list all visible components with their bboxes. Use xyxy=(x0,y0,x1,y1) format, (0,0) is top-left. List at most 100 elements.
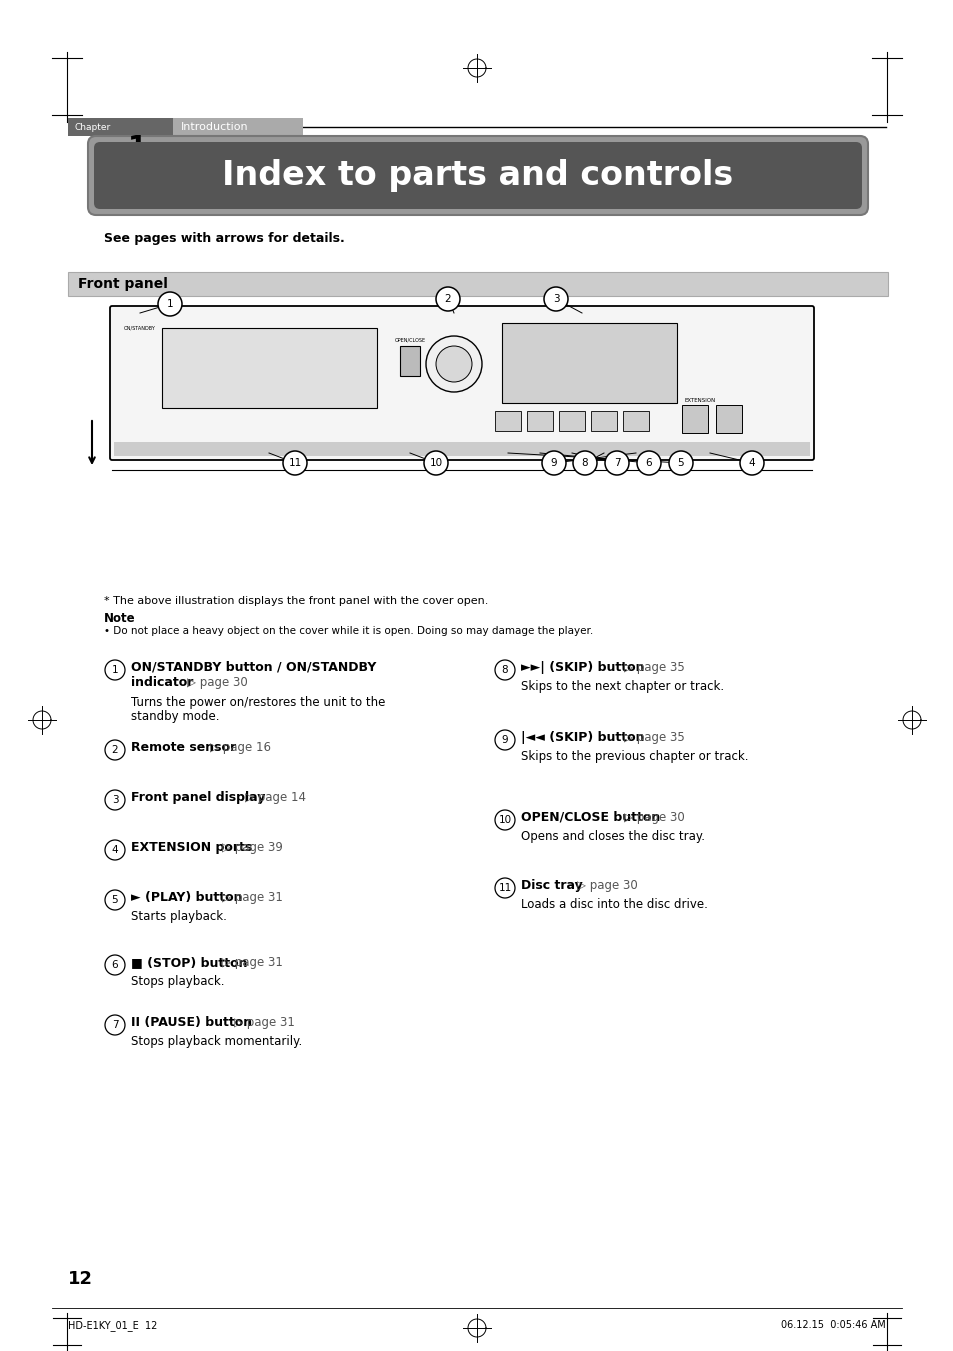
Circle shape xyxy=(105,955,125,975)
Circle shape xyxy=(283,451,307,476)
Text: 9: 9 xyxy=(501,735,508,744)
Text: ▷ page 14: ▷ page 14 xyxy=(245,790,306,804)
Circle shape xyxy=(423,451,448,476)
Circle shape xyxy=(105,740,125,761)
Text: ▷ page 30: ▷ page 30 xyxy=(187,676,248,689)
Text: 7: 7 xyxy=(613,458,619,467)
Text: ■ (STOP) button: ■ (STOP) button xyxy=(131,957,247,969)
Text: Front panel: Front panel xyxy=(78,277,168,290)
Text: 10: 10 xyxy=(497,815,511,825)
Circle shape xyxy=(105,840,125,861)
Bar xyxy=(622,411,648,431)
Text: ON/STANDBY: ON/STANDBY xyxy=(124,326,155,331)
Text: 1: 1 xyxy=(167,299,173,309)
Text: 1: 1 xyxy=(112,665,118,676)
Text: Disc tray: Disc tray xyxy=(520,880,582,892)
Circle shape xyxy=(637,451,660,476)
Circle shape xyxy=(543,286,567,311)
Circle shape xyxy=(573,451,597,476)
Text: indicator: indicator xyxy=(131,676,193,689)
Text: Note: Note xyxy=(104,612,135,626)
Text: 9: 9 xyxy=(550,458,557,467)
Text: II (PAUSE) button: II (PAUSE) button xyxy=(131,1016,252,1029)
Text: * The above illustration displays the front panel with the cover open.: * The above illustration displays the fr… xyxy=(104,596,488,607)
Bar xyxy=(526,411,553,431)
Text: 7: 7 xyxy=(112,1020,118,1029)
Text: ▷ page 35: ▷ page 35 xyxy=(623,731,683,744)
Circle shape xyxy=(105,661,125,680)
Bar xyxy=(399,346,419,376)
Circle shape xyxy=(158,292,182,316)
Circle shape xyxy=(495,811,515,830)
Text: |◄◄ (SKIP) button: |◄◄ (SKIP) button xyxy=(520,731,644,744)
Bar xyxy=(495,411,520,431)
Text: 11: 11 xyxy=(288,458,301,467)
Text: 6: 6 xyxy=(645,458,652,467)
Text: Front panel display: Front panel display xyxy=(131,790,265,804)
Text: EXTENSION: EXTENSION xyxy=(683,399,715,403)
Text: 11: 11 xyxy=(497,884,511,893)
Bar xyxy=(681,405,707,434)
Text: 5: 5 xyxy=(677,458,683,467)
Text: 2: 2 xyxy=(444,295,451,304)
Bar xyxy=(172,118,303,136)
Text: 3: 3 xyxy=(112,794,118,805)
Text: Stops playback.: Stops playback. xyxy=(131,975,224,988)
Text: ▷ page 31: ▷ page 31 xyxy=(222,957,283,969)
Circle shape xyxy=(105,1015,125,1035)
Circle shape xyxy=(105,890,125,911)
Circle shape xyxy=(541,451,565,476)
Bar xyxy=(113,442,809,457)
Text: ▷ page 39: ▷ page 39 xyxy=(222,842,283,854)
Bar xyxy=(590,411,617,431)
Text: 1: 1 xyxy=(128,134,147,162)
Text: 4: 4 xyxy=(112,844,118,855)
Bar xyxy=(558,411,584,431)
Circle shape xyxy=(668,451,692,476)
Text: Index to parts and controls: Index to parts and controls xyxy=(222,159,733,192)
Text: ► (PLAY) button: ► (PLAY) button xyxy=(131,892,242,904)
Text: Starts playback.: Starts playback. xyxy=(131,911,227,923)
Text: 10: 10 xyxy=(429,458,442,467)
Text: ▷ page 30: ▷ page 30 xyxy=(623,811,683,824)
Circle shape xyxy=(426,336,481,392)
Text: ▷ page 16: ▷ page 16 xyxy=(211,740,271,754)
Text: 3: 3 xyxy=(552,295,558,304)
Text: Skips to the previous chapter or track.: Skips to the previous chapter or track. xyxy=(520,750,748,763)
Text: Stops playback momentarily.: Stops playback momentarily. xyxy=(131,1035,302,1048)
Text: ►►| (SKIP) button: ►►| (SKIP) button xyxy=(520,661,644,674)
Circle shape xyxy=(495,730,515,750)
Circle shape xyxy=(495,661,515,680)
Text: Turns the power on/restores the unit to the: Turns the power on/restores the unit to … xyxy=(131,696,385,709)
Bar xyxy=(68,272,887,296)
Text: 4: 4 xyxy=(748,458,755,467)
Text: ▷ page 30: ▷ page 30 xyxy=(577,880,638,892)
Bar xyxy=(501,323,677,403)
Text: 12: 12 xyxy=(68,1270,92,1288)
Circle shape xyxy=(436,346,472,382)
Bar xyxy=(68,118,172,136)
Text: ▷ page 31: ▷ page 31 xyxy=(233,1016,294,1029)
Text: Introduction: Introduction xyxy=(181,122,249,132)
Bar xyxy=(162,328,376,408)
Text: Loads a disc into the disc drive.: Loads a disc into the disc drive. xyxy=(520,898,707,911)
Text: Chapter: Chapter xyxy=(75,123,112,131)
Text: 06.12.15  0:05:46 AM: 06.12.15 0:05:46 AM xyxy=(781,1320,885,1329)
Text: ▷ page 35: ▷ page 35 xyxy=(623,661,683,674)
Text: 6: 6 xyxy=(112,961,118,970)
Circle shape xyxy=(105,790,125,811)
Text: Skips to the next chapter or track.: Skips to the next chapter or track. xyxy=(520,680,723,693)
Bar xyxy=(716,405,741,434)
Circle shape xyxy=(495,878,515,898)
Text: EXTENSION ports: EXTENSION ports xyxy=(131,842,252,854)
Text: OPEN/CLOSE: OPEN/CLOSE xyxy=(394,336,425,342)
Text: 8: 8 xyxy=(581,458,588,467)
Text: OPEN/CLOSE button: OPEN/CLOSE button xyxy=(520,811,659,824)
Text: HD-E1KY_01_E  12: HD-E1KY_01_E 12 xyxy=(68,1320,157,1331)
Text: Remote sensor: Remote sensor xyxy=(131,740,236,754)
Text: ▷ page 31: ▷ page 31 xyxy=(222,892,283,904)
Text: standby mode.: standby mode. xyxy=(131,711,219,723)
FancyBboxPatch shape xyxy=(94,142,862,209)
Circle shape xyxy=(436,286,459,311)
Text: • Do not place a heavy object on the cover while it is open. Doing so may damage: • Do not place a heavy object on the cov… xyxy=(104,626,593,636)
